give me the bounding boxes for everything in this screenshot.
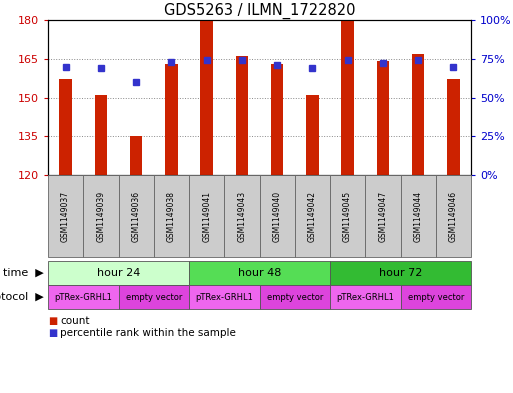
Bar [154, 175, 189, 257]
Text: GSM1149039: GSM1149039 [96, 191, 105, 242]
Bar [48, 175, 83, 257]
Bar [271, 64, 283, 175]
Bar [130, 136, 142, 175]
Bar [377, 61, 389, 175]
Bar [365, 175, 401, 257]
Text: time  ▶: time ▶ [3, 268, 44, 278]
Bar [83, 175, 119, 257]
Bar [447, 79, 460, 175]
Text: count: count [60, 316, 89, 326]
Text: hour 48: hour 48 [238, 268, 281, 278]
Bar [436, 175, 471, 257]
Bar [306, 95, 319, 175]
Bar [189, 285, 260, 309]
Text: hour 24: hour 24 [97, 268, 140, 278]
Bar [119, 285, 189, 309]
Text: GSM1149040: GSM1149040 [272, 191, 282, 242]
Text: GSM1149043: GSM1149043 [238, 191, 246, 242]
Text: GSM1149036: GSM1149036 [132, 191, 141, 242]
Bar [189, 261, 330, 285]
Text: hour 72: hour 72 [379, 268, 422, 278]
Text: pTRex-GRHL1: pTRex-GRHL1 [337, 292, 394, 301]
Bar [165, 64, 177, 175]
Bar [48, 261, 189, 285]
Text: GSM1149038: GSM1149038 [167, 191, 176, 242]
Bar [119, 175, 154, 257]
Bar [330, 175, 365, 257]
Text: GSM1149042: GSM1149042 [308, 191, 317, 242]
Bar [224, 175, 260, 257]
Text: GSM1149041: GSM1149041 [202, 191, 211, 242]
Bar [295, 175, 330, 257]
Text: pTRex-GRHL1: pTRex-GRHL1 [54, 292, 112, 301]
Bar [342, 20, 354, 175]
Text: pTRex-GRHL1: pTRex-GRHL1 [195, 292, 253, 301]
Bar [201, 20, 213, 175]
Bar [330, 261, 471, 285]
Text: GSM1149045: GSM1149045 [343, 191, 352, 242]
Text: GSM1149044: GSM1149044 [413, 191, 423, 242]
Title: GDS5263 / ILMN_1722820: GDS5263 / ILMN_1722820 [164, 2, 355, 18]
Text: ■: ■ [48, 328, 57, 338]
Text: GSM1149047: GSM1149047 [379, 191, 387, 242]
Bar [95, 95, 107, 175]
Text: percentile rank within the sample: percentile rank within the sample [60, 328, 236, 338]
Bar [330, 285, 401, 309]
Bar [235, 56, 248, 175]
Text: empty vector: empty vector [267, 292, 323, 301]
Bar [412, 53, 424, 175]
Text: GSM1149037: GSM1149037 [61, 191, 70, 242]
Bar [401, 285, 471, 309]
Text: ■: ■ [48, 316, 57, 326]
Text: empty vector: empty vector [126, 292, 182, 301]
Bar [60, 79, 72, 175]
Text: protocol  ▶: protocol ▶ [0, 292, 44, 302]
Bar [401, 175, 436, 257]
Text: empty vector: empty vector [407, 292, 464, 301]
Text: GSM1149046: GSM1149046 [449, 191, 458, 242]
Bar [260, 285, 330, 309]
Bar [189, 175, 224, 257]
Bar [260, 175, 295, 257]
Bar [48, 285, 119, 309]
